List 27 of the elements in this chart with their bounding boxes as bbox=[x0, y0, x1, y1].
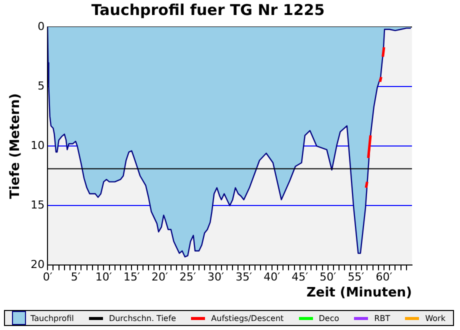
y-tick-label: 15 bbox=[30, 198, 45, 212]
x-tick-label: 0′ bbox=[42, 270, 53, 284]
legend-label: Work bbox=[425, 314, 446, 322]
y-tick-label: 10 bbox=[30, 138, 45, 152]
legend-label: RBT bbox=[374, 314, 390, 322]
legend-label: Deco bbox=[318, 314, 340, 322]
x-tick-label: 25′ bbox=[180, 270, 196, 284]
x-tick-label: 60′ bbox=[376, 270, 393, 284]
legend-label: Durchschn. Tiefe bbox=[108, 314, 176, 322]
x-tick-label: 40′ bbox=[264, 270, 281, 284]
x-tick-label: 55′ bbox=[348, 270, 365, 284]
x-tick-label: 35′ bbox=[236, 270, 253, 284]
y-axis-title: Tiefe (Metern) bbox=[8, 93, 24, 199]
legend-label: Aufstiegs/Descent bbox=[211, 314, 284, 322]
x-tick-label: 5′ bbox=[70, 270, 81, 284]
x-tick-label: 30′ bbox=[208, 270, 225, 284]
chart-title: Tauchprofil fuer TG Nr 1225 bbox=[91, 0, 325, 19]
x-tick-label: 45′ bbox=[292, 270, 309, 284]
x-tick-label: 10′ bbox=[95, 270, 112, 284]
x-tick-label: 50′ bbox=[320, 270, 337, 284]
legend-label: Tauchprofil bbox=[30, 314, 74, 322]
x-tick-label: 15′ bbox=[123, 270, 140, 284]
x-tick-label: 20′ bbox=[151, 270, 168, 284]
y-tick-label: 20 bbox=[30, 258, 45, 272]
y-tick-label: 5 bbox=[38, 79, 45, 92]
y-tick-label: 0 bbox=[38, 20, 45, 33]
x-axis-title: Zeit (Minuten) bbox=[306, 286, 412, 301]
